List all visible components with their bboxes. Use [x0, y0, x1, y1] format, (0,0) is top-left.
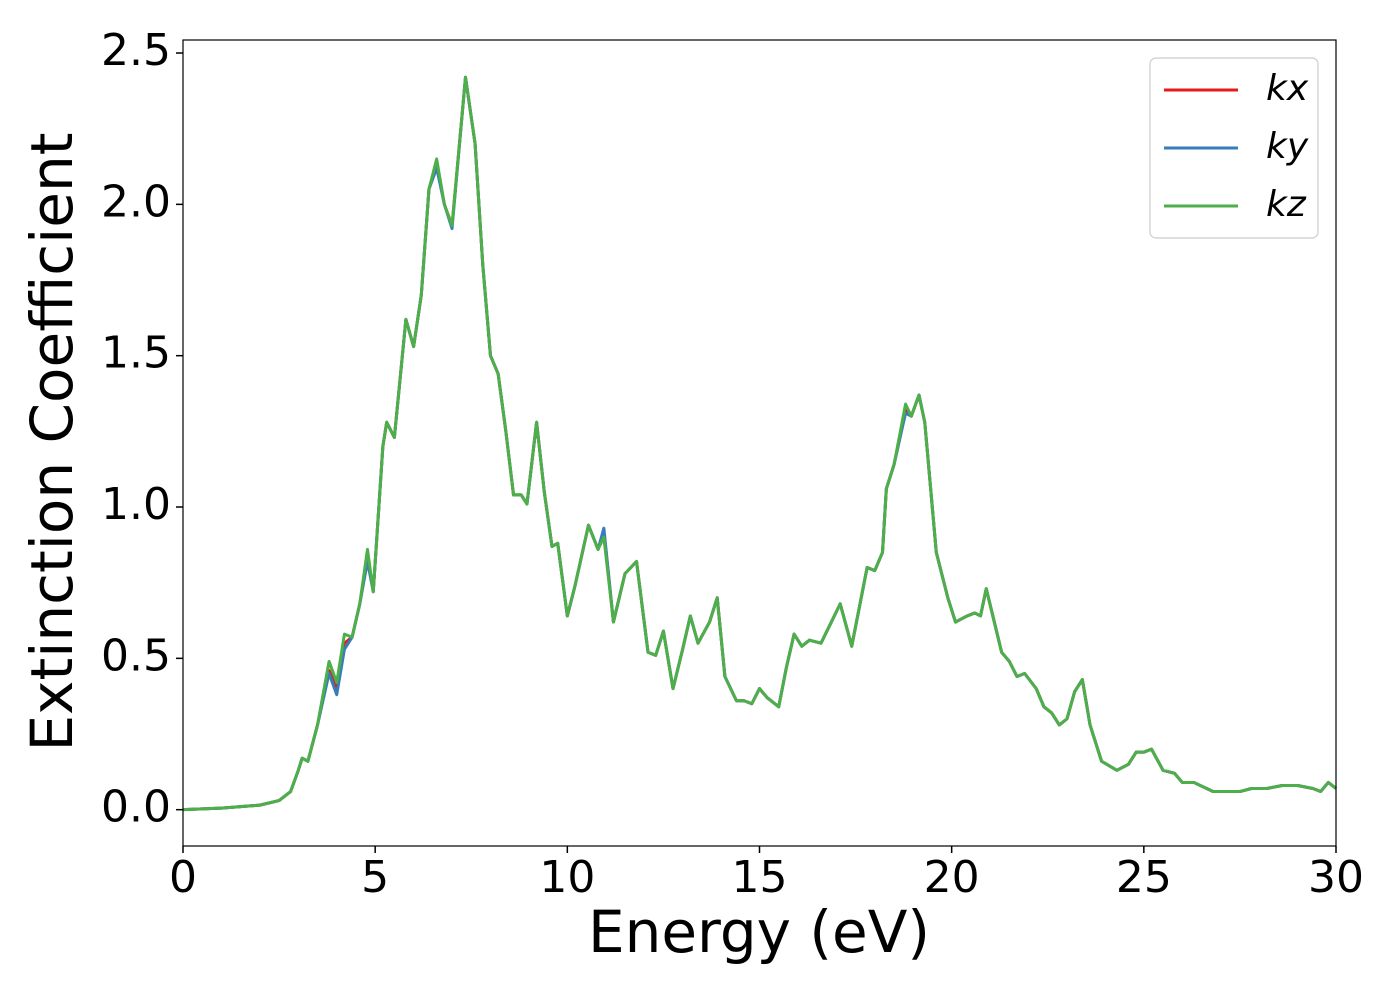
legend-label: kx	[1266, 68, 1309, 109]
y-tick-label: 1.5	[101, 328, 171, 379]
x-tick-label: 0	[169, 852, 197, 903]
x-tick-label: 25	[1116, 852, 1172, 903]
legend-label: ky	[1266, 126, 1309, 167]
y-tick-label: 2.5	[101, 25, 171, 76]
data-line	[182, 75, 1337, 812]
x-tick-label: 5	[361, 852, 389, 903]
y-axis-label: Extinction Coefficient	[18, 133, 86, 752]
x-axis-label: Energy (eV)	[588, 898, 930, 966]
y-tick-label: 2.0	[101, 176, 171, 227]
y-tick-label: 0.5	[101, 630, 171, 681]
y-tick-label: 0.0	[101, 782, 171, 833]
legend-label: kz	[1266, 184, 1307, 225]
x-tick-label: 20	[924, 852, 980, 903]
plot-frame	[182, 39, 1337, 847]
x-tick-label: 30	[1308, 852, 1364, 903]
x-tick-label: 10	[539, 852, 595, 903]
x-tick-label: 15	[732, 852, 788, 903]
y-tick-label: 1.0	[101, 479, 171, 530]
